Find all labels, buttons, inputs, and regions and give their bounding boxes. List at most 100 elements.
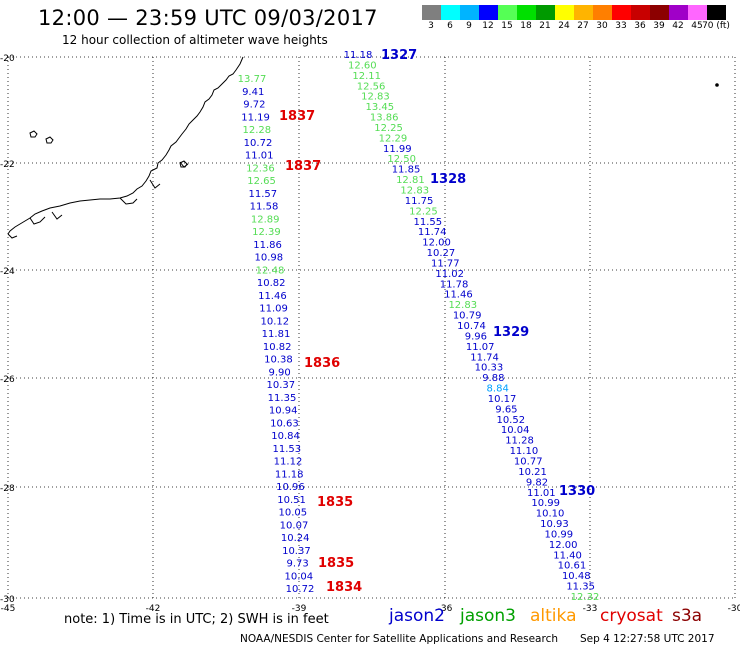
satellite-legend-jason3: jason3 — [460, 606, 516, 626]
swh-value: 9.96 — [465, 331, 487, 342]
colorbar-label: 9 — [466, 21, 472, 31]
coastline — [7, 56, 244, 239]
colorbar-label: 15 — [501, 21, 513, 31]
colorbar-swatch — [536, 5, 555, 20]
swh-value: 10.04 — [284, 571, 313, 582]
swh-value: 11.02 — [435, 269, 464, 280]
swh-value: 9.90 — [268, 367, 290, 378]
swh-value: 11.46 — [258, 291, 287, 302]
colorbar-label: 27 — [577, 21, 589, 31]
swh-value: 12.32 — [571, 592, 600, 603]
swh-value: 11.18 — [344, 50, 373, 61]
swh-value: 12.83 — [400, 186, 429, 197]
colorbar-swatch — [650, 5, 669, 20]
swh-value: 12.39 — [252, 227, 281, 238]
swh-value: 8.84 — [487, 384, 509, 395]
swh-value: 11.74 — [418, 227, 447, 238]
colorbar-label: 39 — [653, 21, 665, 31]
swh-value: 11.12 — [274, 457, 303, 468]
colorbar-label: 45 — [691, 21, 703, 31]
lat-tick-label: -30 — [0, 595, 15, 605]
swh-value: 11.10 — [510, 446, 539, 457]
colorbar-swatch — [574, 5, 593, 20]
pass-number-label: 1837 — [279, 109, 315, 124]
swh-value: 11.19 — [241, 112, 270, 123]
swh-value: 13.86 — [370, 113, 399, 124]
island-marker — [715, 83, 719, 87]
swh-value: 12.50 — [387, 154, 416, 165]
swh-value: 10.72 — [286, 584, 315, 595]
colorbar-swatch — [688, 5, 707, 20]
credit-text: NOAA/NESDIS Center for Satellite Applica… — [240, 633, 558, 645]
swh-value: 11.99 — [383, 144, 412, 155]
swh-value: 12.81 — [396, 175, 425, 186]
swh-value: 10.04 — [501, 425, 530, 436]
colorbar-label: 30 — [596, 21, 608, 31]
colorbar-swatch — [441, 5, 460, 20]
swh-value: 9.65 — [495, 404, 517, 415]
footer-note: note: 1) Time is in UTC; 2) SWH is in fe… — [64, 612, 329, 627]
axis-ticks: -45 -42 -39 -36 -33 -30 -20 -22 -24 -26 -28 -30 — [0, 54, 740, 614]
swh-value: 12.28 — [242, 125, 271, 136]
swh-value: 10.12 — [260, 316, 289, 327]
colorbar-label: 21 — [539, 21, 551, 31]
swh-value: 12.65 — [247, 176, 276, 187]
colorbar-swatch — [631, 5, 650, 20]
swh-value: 9.41 — [242, 87, 264, 98]
swh-value: 10.21 — [518, 467, 547, 478]
swh-value: 10.10 — [536, 509, 565, 520]
colorbar-label: 33 — [615, 21, 627, 31]
pass-number-label: 1835 — [318, 556, 354, 571]
swh-value: 10.52 — [496, 415, 525, 426]
swh-value: 11.58 — [250, 202, 279, 213]
lon-tick-label: -36 — [438, 604, 453, 614]
swh-value: 10.61 — [558, 561, 587, 572]
satellite-legend-s3a: s3a — [672, 606, 703, 626]
pass-number-label: 1834 — [326, 580, 362, 595]
coastline-path — [7, 56, 244, 235]
colorbar-label: 36 — [634, 21, 646, 31]
colorbar-label: 42 — [672, 21, 684, 31]
swh-value: 10.27 — [427, 248, 456, 259]
swh-value: 10.99 — [544, 529, 573, 540]
colorbar-swatch — [460, 5, 479, 20]
map-grid — [7, 56, 736, 600]
colorbar-swatch — [517, 5, 536, 20]
swh-value: 10.82 — [257, 278, 286, 289]
swh-value: 9.82 — [526, 477, 548, 488]
page-title: 12:00 — 23:59 UTC 09/03/2017 — [38, 6, 378, 30]
swh-value: 13.77 — [238, 74, 267, 85]
swh-value: 11.35 — [268, 393, 297, 404]
pass-number-label: 1835 — [317, 495, 353, 510]
swh-value: 10.98 — [254, 253, 283, 264]
swh-value: 12.89 — [251, 214, 280, 225]
swh-value: 10.24 — [281, 533, 310, 544]
track-jason2: 11.1812.6012.1112.5612.8313.4513.8612.25… — [344, 48, 600, 603]
colorbar-label: 18 — [520, 21, 532, 31]
colorbar-swatch — [555, 5, 574, 20]
swh-value: 11.09 — [259, 304, 288, 315]
lat-tick-label: -26 — [0, 375, 15, 385]
swh-value: 12.83 — [361, 92, 390, 103]
swh-value: 11.53 — [272, 444, 301, 455]
swh-value: 10.82 — [263, 342, 292, 353]
colorbar-swatch — [707, 5, 726, 20]
swh-value: 12.60 — [348, 60, 377, 71]
colorbar-swatch — [498, 5, 517, 20]
colorbar-label: 3 — [428, 21, 434, 31]
lat-tick-label: -24 — [0, 267, 15, 277]
swh-value: 11.18 — [275, 469, 304, 480]
lon-tick-label: -39 — [292, 604, 307, 614]
island-outline — [45, 136, 54, 144]
swh-value: 12.36 — [246, 163, 275, 174]
swh-value: 11.75 — [405, 196, 434, 207]
swh-value: 10.84 — [271, 431, 300, 442]
island-outline — [179, 160, 188, 168]
swh-value: 11.46 — [444, 290, 473, 301]
swh-value: 10.37 — [266, 380, 295, 391]
swh-value: 11.86 — [253, 240, 282, 251]
swh-value: 12.48 — [256, 265, 285, 276]
swh-value: 12.83 — [448, 300, 477, 311]
swh-value: 10.33 — [475, 363, 504, 374]
